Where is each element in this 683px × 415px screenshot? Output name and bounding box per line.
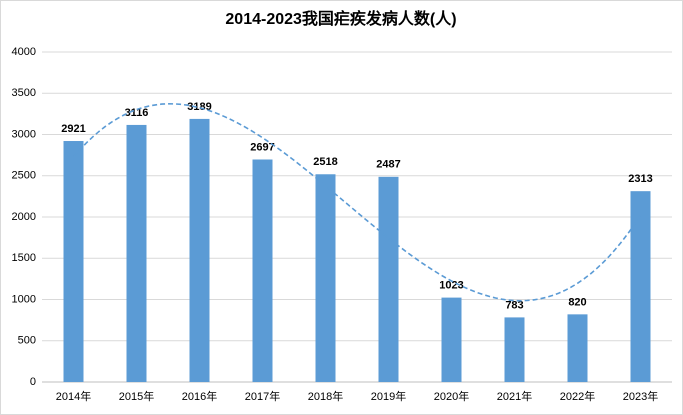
value-label: 2487	[376, 159, 400, 171]
x-tick-label: 2018年	[308, 389, 343, 403]
x-tick-label: 2016年	[182, 389, 217, 403]
bar	[189, 118, 210, 382]
x-tick-label: 2019年	[371, 389, 406, 403]
y-tick-label: 2000	[12, 211, 36, 223]
y-tick-label: 4000	[12, 46, 36, 58]
bar	[63, 141, 84, 382]
y-tick-label: 3000	[12, 128, 36, 140]
x-tick-label: 2017年	[245, 389, 280, 403]
bar	[315, 174, 336, 382]
bar	[504, 317, 525, 382]
x-tick-label: 2023年	[623, 389, 658, 403]
x-tick-label: 2021年	[497, 389, 532, 403]
bar	[126, 124, 147, 383]
bar	[378, 176, 399, 382]
bar	[441, 297, 462, 382]
value-label: 2697	[250, 141, 274, 153]
y-tick-label: 0	[30, 376, 36, 388]
value-label: 1023	[439, 280, 463, 292]
x-tick-label: 2020年	[434, 389, 469, 403]
value-label: 2518	[313, 156, 337, 168]
x-tick-label: 2015年	[119, 389, 154, 403]
chart-title: 2014-2023我国疟疾发病人数(人)	[225, 9, 456, 28]
x-tick-label: 2014年	[56, 389, 91, 403]
value-label: 820	[568, 296, 586, 308]
y-tick-label: 3500	[12, 87, 36, 99]
value-label: 2313	[628, 173, 652, 185]
value-label: 3116	[125, 107, 149, 119]
y-tick-label: 1000	[12, 293, 36, 305]
value-label: 2921	[61, 123, 85, 135]
x-tick-label: 2022年	[560, 389, 595, 403]
bar	[567, 314, 588, 382]
y-tick-label: 2500	[12, 170, 36, 182]
bar	[630, 191, 651, 382]
value-label: 3189	[187, 101, 211, 113]
y-tick-label: 1500	[12, 252, 36, 264]
y-tick-label: 500	[18, 335, 36, 347]
value-label: 783	[505, 299, 523, 311]
bar	[252, 159, 273, 382]
